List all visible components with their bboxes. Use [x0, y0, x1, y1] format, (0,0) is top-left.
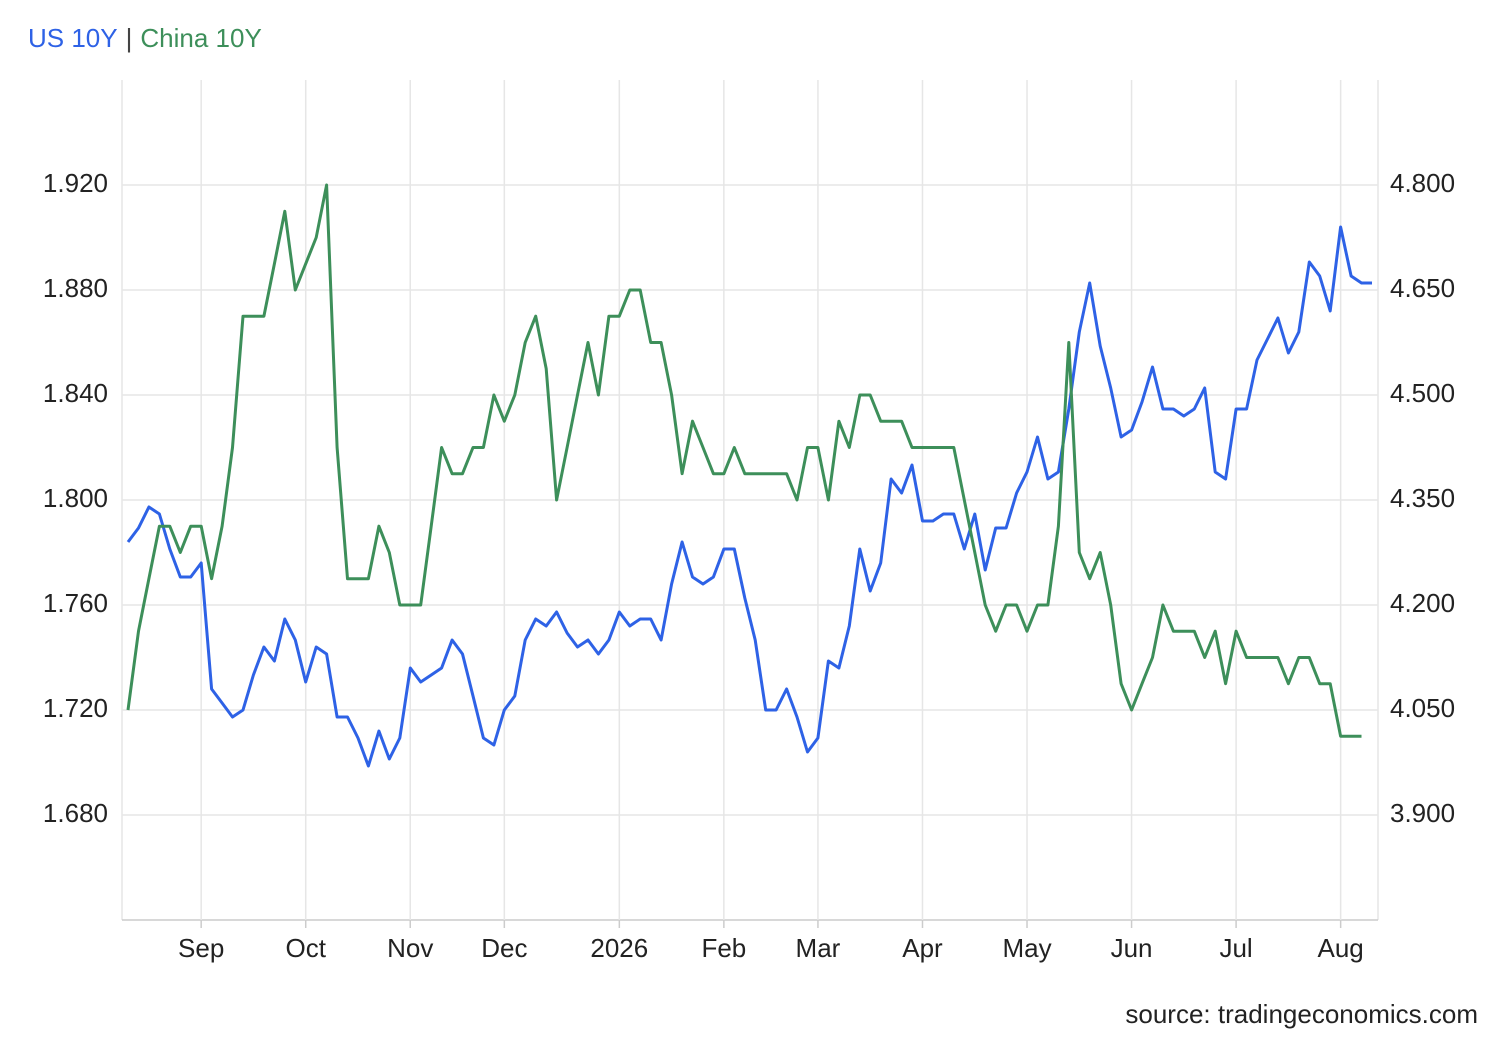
- x-tick-label: Oct: [285, 933, 326, 963]
- x-tick-label: Sep: [178, 933, 224, 963]
- y2-tick-label: 4.200: [1390, 588, 1455, 618]
- y-tick-label: 1.800: [43, 483, 108, 513]
- source: source: tradingeconomics.com: [1125, 999, 1478, 1029]
- y2-tick-label: 4.650: [1390, 273, 1455, 303]
- y-tick-label: 1.840: [43, 378, 108, 408]
- legend-us: US 10Y: [28, 23, 118, 53]
- x-tick-label: Jul: [1219, 933, 1252, 963]
- x-tick-label: Jun: [1111, 933, 1153, 963]
- y2-tick-label: 4.500: [1390, 378, 1455, 408]
- x-tick-label: Dec: [481, 933, 527, 963]
- x-tick-label: Aug: [1318, 933, 1364, 963]
- x-tick-label: May: [1002, 933, 1051, 963]
- x-tick-label: 2026: [590, 933, 648, 963]
- y2-tick-label: 4.800: [1390, 168, 1455, 198]
- separator: |: [126, 23, 133, 53]
- legend-china: China 10Y: [140, 23, 261, 53]
- y-tick-label: 1.920: [43, 168, 108, 198]
- y-tick-label: 1.760: [43, 588, 108, 618]
- x-tick-label: Nov: [387, 933, 433, 963]
- y2-tick-label: 4.050: [1390, 693, 1455, 723]
- x-tick-label: Mar: [796, 933, 841, 963]
- series-line: [126, 225, 1372, 768]
- y-tick-label: 1.680: [43, 798, 108, 828]
- x-tick-label: Feb: [701, 933, 746, 963]
- y2-tick-label: 4.350: [1390, 483, 1455, 513]
- legend-title: US 10Y | China 10Y: [28, 23, 262, 53]
- grid: [122, 80, 1378, 920]
- y-tick-label: 1.880: [43, 273, 108, 303]
- y2-tick-label: 3.900: [1390, 798, 1455, 828]
- series-line: [126, 183, 1362, 738]
- x-tick-label: Apr: [902, 933, 943, 963]
- y-tick-label: 1.720: [43, 693, 108, 723]
